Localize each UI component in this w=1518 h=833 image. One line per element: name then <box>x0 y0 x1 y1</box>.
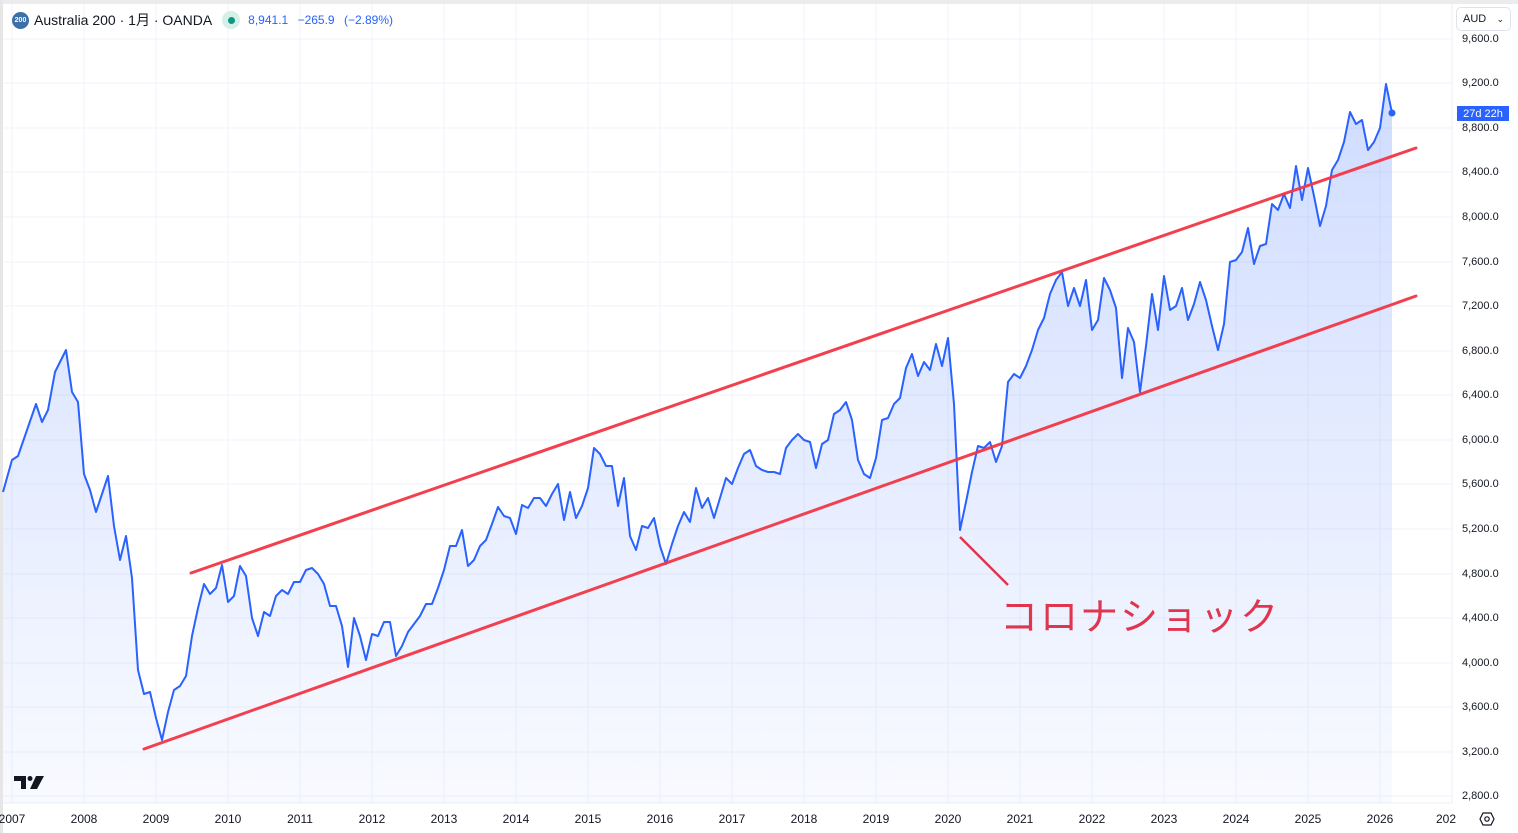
annotation-pointer-line[interactable] <box>959 536 1009 586</box>
y-tick: 5,600.0 <box>1462 478 1499 490</box>
y-tick: 4,400.0 <box>1462 612 1499 624</box>
y-tick: 8,400.0 <box>1462 166 1499 178</box>
price-area-fill <box>3 84 1392 803</box>
y-tick: 6,400.0 <box>1462 389 1499 401</box>
countdown-price-tag: 27d 22h <box>1457 106 1509 121</box>
currency-value: AUD <box>1463 13 1487 25</box>
last-price: 8,941.1 <box>248 13 289 27</box>
left-border <box>0 0 3 833</box>
y-tick: 7,600.0 <box>1462 256 1499 268</box>
last-price-dot <box>1388 109 1396 117</box>
x-tick: 2018 <box>790 812 818 826</box>
y-tick: 3,600.0 <box>1462 701 1499 713</box>
x-tick: 2019 <box>862 812 890 826</box>
x-tick: 2023 <box>1150 812 1178 826</box>
x-tick: 2015 <box>574 812 602 826</box>
x-tick: 2009 <box>142 812 170 826</box>
price-values: 8,941.1 −265.9 (−2.89%) <box>248 13 399 27</box>
x-tick: 2007 <box>0 812 26 826</box>
x-tick: 2025 <box>1294 812 1322 826</box>
currency-selector[interactable]: AUD ⌄ <box>1456 7 1511 31</box>
symbol-badge-icon: 200 <box>12 11 29 29</box>
y-tick: 4,800.0 <box>1462 568 1499 580</box>
x-tick: 2011 <box>287 812 313 826</box>
corona-shock-annotation[interactable]: コロナショック <box>1000 597 1281 639</box>
symbol-legend[interactable]: 200 Australia 200 · 1月 · OANDA 8,941.1 −… <box>12 10 399 30</box>
market-status-icon[interactable] <box>222 11 241 29</box>
y-tick: 9,600.0 <box>1462 33 1499 45</box>
price-line <box>2 83 1393 741</box>
y-tick: 6,800.0 <box>1462 345 1499 357</box>
chart-settings-icon[interactable] <box>1479 811 1495 832</box>
price-change: −265.9 <box>297 13 335 27</box>
y-tick: 5,200.0 <box>1462 523 1499 535</box>
x-tick: 2026 <box>1366 812 1394 826</box>
y-tick: 4,000.0 <box>1462 657 1499 669</box>
x-tick: 2014 <box>502 812 530 826</box>
lower-channel-trendline[interactable] <box>142 294 1418 751</box>
x-tick: 2022 <box>1078 812 1106 826</box>
top-border <box>0 0 1518 4</box>
x-tick: 2016 <box>646 812 674 826</box>
tradingview-logo-icon[interactable] <box>14 774 46 795</box>
x-tick: 2021 <box>1006 812 1034 826</box>
y-tick: 8,000.0 <box>1462 211 1499 223</box>
x-tick: 2024 <box>1222 812 1250 826</box>
x-tick: 2020 <box>934 812 962 826</box>
x-tick: 2012 <box>358 812 386 826</box>
upper-channel-trendline[interactable] <box>189 146 1418 575</box>
chevron-down-icon: ⌄ <box>1496 13 1504 24</box>
y-tick: 9,200.0 <box>1462 77 1499 89</box>
y-tick: 8,800.0 <box>1462 122 1499 134</box>
y-tick: 3,200.0 <box>1462 746 1499 758</box>
y-tick: 6,000.0 <box>1462 434 1499 446</box>
x-tick: 202 <box>1435 812 1457 826</box>
symbol-title[interactable]: Australia 200 · 1月 · OANDA <box>34 12 213 28</box>
x-tick: 2008 <box>70 812 98 826</box>
x-tick: 2017 <box>718 812 746 826</box>
y-tick: 2,800.0 <box>1462 790 1499 802</box>
x-tick: 2010 <box>214 812 242 826</box>
price-change-pct: (−2.89%) <box>343 13 393 27</box>
x-tick: 2013 <box>430 812 458 826</box>
y-tick: 7,200.0 <box>1462 300 1499 312</box>
